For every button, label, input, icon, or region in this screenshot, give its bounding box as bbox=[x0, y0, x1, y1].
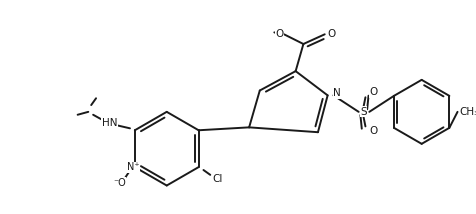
Text: Cl: Cl bbox=[213, 174, 223, 184]
Text: HN: HN bbox=[102, 117, 118, 128]
Text: O: O bbox=[369, 126, 377, 136]
Text: O: O bbox=[275, 29, 283, 39]
Text: N: N bbox=[334, 88, 341, 98]
Text: O: O bbox=[369, 88, 377, 97]
Text: S: S bbox=[360, 107, 367, 117]
Text: CH₃: CH₃ bbox=[459, 107, 476, 117]
Text: ⁻O: ⁻O bbox=[113, 178, 126, 188]
Text: O: O bbox=[327, 29, 336, 39]
Text: N⁺: N⁺ bbox=[127, 162, 139, 172]
